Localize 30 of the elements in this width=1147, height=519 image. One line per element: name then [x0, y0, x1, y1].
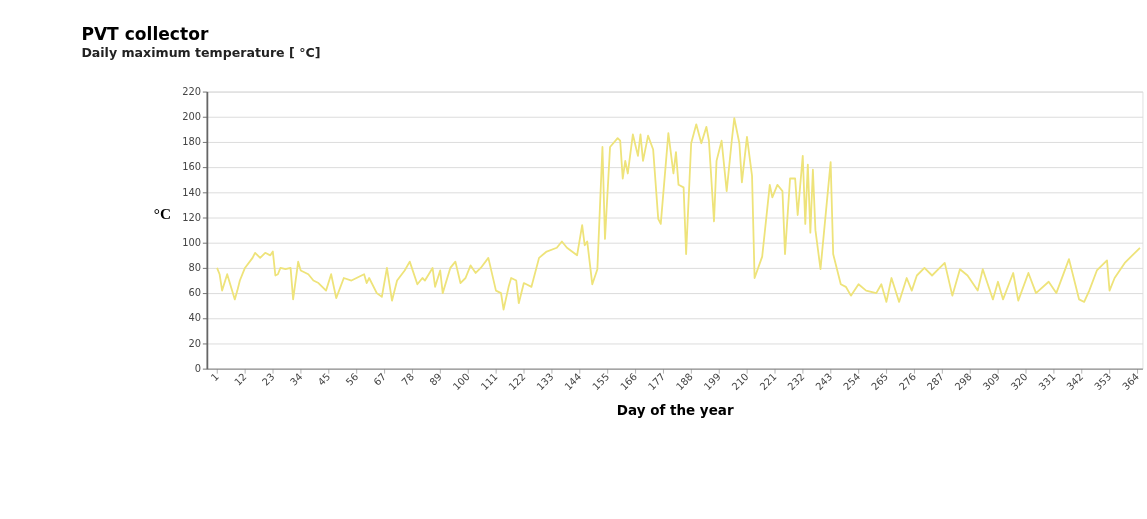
x-tick-label: 78: [399, 370, 417, 388]
x-tick-label: 221: [757, 370, 779, 393]
x-tick-label: 67: [371, 370, 389, 388]
x-tick-label: 34: [287, 370, 305, 388]
y-tick-label: 220: [182, 85, 202, 97]
y-tick-label: 100: [182, 236, 202, 248]
x-tick-label: 342: [1064, 370, 1086, 393]
x-tick-label: 1: [208, 370, 221, 384]
y-tick-label: 120: [182, 211, 202, 223]
chart-title: PVT collector: [81, 24, 209, 45]
y-tick-label: 0: [194, 362, 202, 374]
x-axis-title: Day of the year: [616, 402, 734, 419]
x-tick-label: 23: [259, 370, 277, 388]
y-axis-title: °C: [153, 204, 171, 222]
y-tick-label: 160: [182, 161, 202, 173]
x-tick-label: 111: [478, 370, 500, 393]
x-tick-label: 89: [427, 370, 444, 388]
y-tick-label: 140: [182, 186, 202, 198]
y-tick-label: 20: [188, 337, 202, 349]
line-series: [216, 117, 1141, 311]
x-tick-label: 45: [315, 370, 333, 388]
y-tick-label: 180: [182, 136, 202, 148]
x-tick-label: 12: [232, 370, 249, 388]
x-tick-label: 56: [343, 370, 361, 388]
chart-subtitle: Daily maximum temperature [ °C]: [81, 44, 321, 60]
y-tick-label: 80: [188, 262, 202, 274]
y-tick-label: 40: [188, 312, 202, 324]
x-tick-label: 331: [1036, 370, 1058, 393]
y-tick-label: 60: [188, 287, 202, 299]
y-tick-label: 200: [182, 110, 202, 122]
